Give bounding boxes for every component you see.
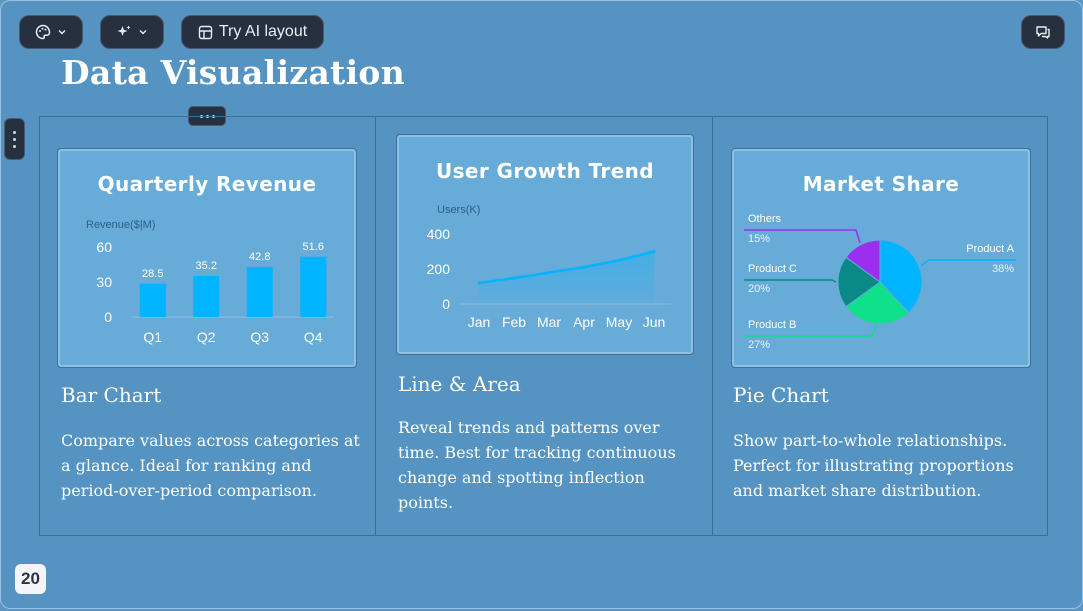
slice-label: Others (748, 213, 782, 225)
chart-title: User Growth Trend (435, 159, 655, 183)
slice-percent: 20% (748, 283, 770, 295)
series-line (478, 250, 655, 285)
palette-icon (35, 24, 51, 40)
y-tick-label: 30 (96, 274, 112, 290)
pie-chart: Product A 38% Product B 27% Product C 20% Othe… (744, 213, 1016, 351)
pie-slice (845, 239, 881, 283)
column-divider (375, 117, 376, 535)
data-label: 28.5 (142, 268, 163, 280)
slice-label: Product A (966, 243, 1014, 255)
page-number[interactable]: 20 (15, 564, 46, 594)
pie-slice (837, 256, 881, 308)
pie-chart-card[interactable]: Market Share Product A 38% Product B 27% Pro… (732, 149, 1030, 367)
pie-slice (845, 281, 910, 325)
y-tick-label: 200 (427, 261, 451, 277)
leader-line (744, 279, 837, 283)
x-tick-label: Q1 (143, 329, 162, 345)
y-tick-label: 60 (96, 239, 112, 255)
data-point (582, 265, 586, 269)
y-axis-label: Revenue($|M) (86, 219, 156, 231)
theme-button[interactable] (19, 15, 83, 49)
data-point (547, 271, 551, 274)
column-pie-chart[interactable]: Market Share Product A 38% Product B 27% Pro… (713, 117, 1048, 535)
column-divider (712, 117, 713, 535)
leader-line (744, 325, 877, 337)
column-heading[interactable]: Line & Area (398, 372, 521, 396)
x-tick-label: Q2 (197, 329, 216, 345)
data-label: 42.8 (249, 251, 270, 263)
line-chart-card[interactable]: User Growth Trend Users(K) 0 200 400 Jan Feb… (397, 135, 693, 354)
slice-percent: 27% (748, 339, 770, 351)
y-axis-label: Users(K) (437, 204, 480, 216)
x-tick-label: Apr (573, 314, 595, 330)
three-column-layout[interactable]: Quarterly Revenue Revenue($|M) 0 30 60 28.5… (39, 116, 1048, 536)
slice-percent: 15% (748, 233, 770, 245)
bar-chart-card[interactable]: Quarterly Revenue Revenue($|M) 0 30 60 28.5… (58, 149, 356, 367)
column-line-area[interactable]: User Growth Trend Users(K) 0 200 400 Jan Feb… (376, 117, 712, 535)
comments-button[interactable] (1021, 15, 1065, 49)
try-ai-layout-button[interactable]: Try AI layout (181, 15, 324, 49)
try-ai-layout-label: Try AI layout (218, 23, 308, 40)
bar-chart: Revenue($|M) 0 30 60 28.5 Q1 35.2 Q2 42.8 Q3 51.6… (86, 219, 334, 345)
area-fill (479, 251, 654, 304)
leader-line (744, 229, 861, 244)
x-tick-label: Mar (537, 314, 561, 330)
bar (193, 275, 220, 317)
bar (246, 267, 273, 317)
column-description[interactable]: Show part-to-whole relationships. Perfec… (733, 431, 1014, 500)
chevron-down-icon (139, 30, 147, 35)
data-point (477, 281, 481, 285)
layout-icon (198, 25, 213, 39)
column-heading[interactable]: Pie Chart (733, 383, 829, 407)
data-label: 35.2 (196, 260, 217, 272)
chart-title: Market Share (802, 172, 960, 196)
slice-label: Product B (748, 319, 796, 331)
y-tick-label: 0 (442, 296, 450, 312)
comment-icon (1036, 26, 1050, 39)
x-tick-label: Feb (502, 314, 526, 330)
x-tick-label: Jan (468, 314, 491, 330)
column-heading[interactable]: Bar Chart (61, 383, 162, 407)
y-tick-label: 400 (427, 226, 451, 242)
column-description[interactable]: Reveal trends and patterns over time. Be… (398, 418, 676, 512)
slide-title[interactable]: Data Visualization (61, 53, 406, 92)
slice-percent: 38% (992, 263, 1014, 275)
bar (300, 256, 327, 317)
data-label: 51.6 (303, 241, 324, 253)
ai-menu-button[interactable] (100, 15, 164, 49)
column-description[interactable]: Compare values across categories at a gl… (61, 431, 360, 500)
data-point (652, 250, 656, 253)
slice-label: Product C (748, 263, 797, 275)
x-tick-label: Q4 (304, 329, 323, 345)
area-chart: Users(K) 0 200 400 Jan Feb Mar Apr May Jun (427, 204, 671, 330)
chevron-down-icon (58, 30, 66, 35)
x-tick-label: May (606, 314, 632, 330)
data-point (617, 258, 621, 262)
drag-handle[interactable] (4, 118, 25, 160)
x-tick-label: Jun (643, 314, 666, 330)
chart-title: Quarterly Revenue (97, 172, 317, 196)
bar (139, 283, 166, 317)
pie-slice (879, 239, 923, 314)
leader-line (920, 259, 1016, 267)
column-bar-chart[interactable]: Quarterly Revenue Revenue($|M) 0 30 60 28.5… (40, 117, 375, 535)
data-point (512, 276, 516, 280)
sparkle-icon (117, 25, 131, 36)
y-tick-label: 0 (104, 309, 112, 325)
x-tick-label: Q3 (250, 329, 269, 345)
